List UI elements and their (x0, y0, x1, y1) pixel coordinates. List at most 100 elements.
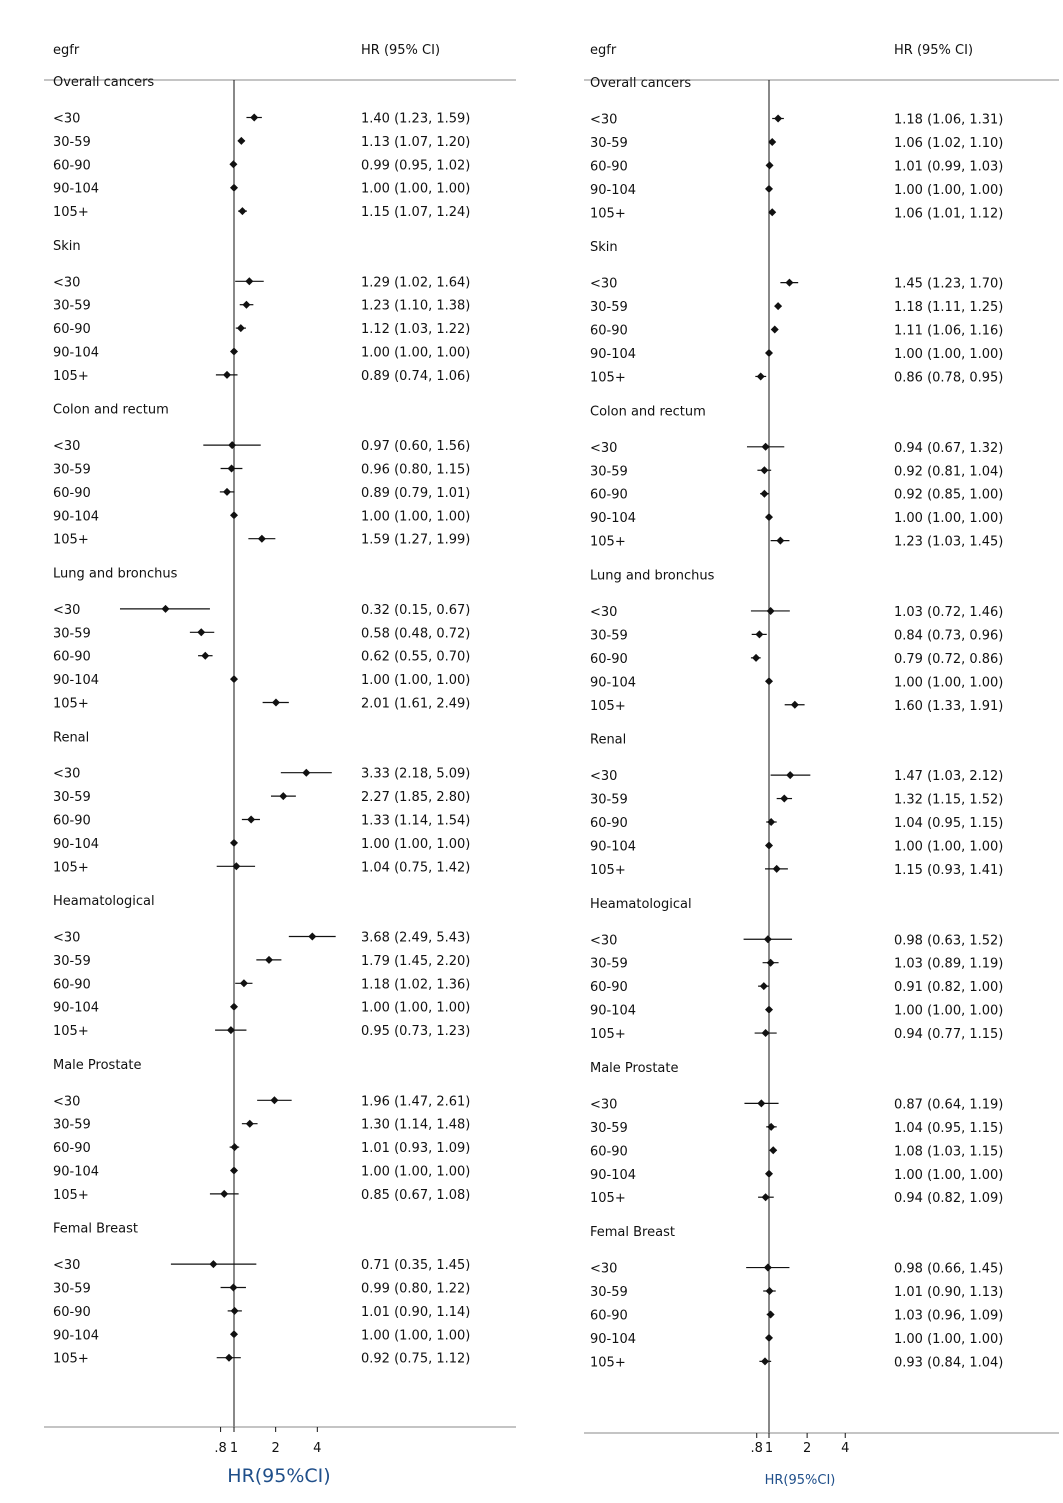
row-label: 60-90 (53, 1141, 91, 1156)
row-label: 30-59 (53, 1118, 91, 1133)
group-label-male-prostate: Male Prostate (53, 1058, 141, 1073)
point-estimate (765, 349, 773, 357)
row-hr-ci-text: 0.91 (0.82, 1.00) (894, 980, 1003, 995)
row-label: 90-104 (590, 347, 636, 362)
row-label: 90-104 (590, 675, 636, 690)
row-hr-ci-text: 1.01 (0.99, 1.03) (894, 159, 1003, 174)
point-estimate (766, 958, 775, 967)
row-hr-ci-text: 0.89 (0.79, 1.01) (361, 486, 470, 501)
row-hr-ci-text: 0.32 (0.15, 0.67) (361, 603, 470, 618)
point-estimate (197, 628, 206, 637)
row-hr-ci-text: 1.00 (1.00, 1.00) (894, 183, 1003, 198)
row-hr-ci-text: 0.93 (0.84, 1.04) (894, 1355, 1003, 1370)
row-label: <30 (53, 439, 80, 454)
row-label: 105+ (53, 369, 89, 384)
point-estimate (270, 1096, 279, 1105)
row-label: 105+ (53, 697, 89, 712)
row-hr-ci-text: 0.86 (0.78, 0.95) (894, 370, 1003, 385)
row-hr-ci-text: 1.00 (1.00, 1.00) (894, 347, 1003, 362)
row-label: 90-104 (590, 183, 636, 198)
row-label: 105+ (53, 1352, 89, 1367)
row-hr-ci-text: 1.03 (0.89, 1.19) (894, 957, 1003, 972)
x-tick-label: 2 (803, 1441, 811, 1456)
row-hr-ci-text: 1.00 (1.00, 1.00) (361, 673, 470, 688)
row-hr-ci-text: 1.23 (1.10, 1.38) (361, 299, 470, 314)
point-estimate (769, 1146, 778, 1155)
row-label: 90-104 (53, 509, 99, 524)
point-estimate (765, 1005, 773, 1014)
row-hr-ci-text: 2.27 (1.85, 2.80) (361, 790, 470, 805)
row-hr-ci-text: 1.00 (1.00, 1.00) (361, 509, 470, 524)
group-label-lung-and-bronchus: Lung and bronchus (53, 567, 178, 582)
row-hr-ci-text: 1.00 (1.00, 1.00) (894, 675, 1003, 690)
point-estimate (765, 1333, 773, 1342)
row-label: 90-104 (53, 673, 99, 688)
row-hr-ci-text: 0.85 (0.67, 1.08) (361, 1188, 470, 1203)
point-estimate (236, 324, 245, 333)
point-estimate (237, 136, 246, 145)
row-label: 90-104 (53, 1001, 99, 1016)
forest-plot-right-svg: egfr HR (95% CI) Overall cancers <30 1.18 (1… (584, 43, 1059, 1488)
point-estimate (230, 1002, 238, 1011)
row-label: <30 (590, 441, 617, 456)
row-hr-ci-text: 0.96 (0.80, 1.15) (361, 463, 470, 478)
x-tick-label: 1 (765, 1441, 773, 1456)
row-hr-ci-text: 0.87 (0.64, 1.19) (894, 1097, 1003, 1112)
row-hr-ci-text: 1.00 (1.00, 1.00) (894, 1168, 1003, 1183)
row-label: <30 (53, 275, 80, 290)
row-hr-ci-text: 1.06 (1.02, 1.10) (894, 136, 1003, 151)
row-label: 90-104 (53, 837, 99, 852)
row-label: 90-104 (53, 1328, 99, 1343)
point-estimate (308, 932, 317, 941)
row-label: 90-104 (590, 1168, 636, 1183)
row-hr-ci-text: 1.00 (1.00, 1.00) (894, 839, 1003, 854)
point-estimate (761, 1029, 770, 1038)
point-estimate (239, 979, 248, 988)
row-label: 90-104 (590, 1004, 636, 1019)
row-label: 30-59 (590, 464, 628, 479)
row-label: <30 (53, 931, 80, 946)
row-label: <30 (590, 277, 617, 292)
point-estimate (209, 1260, 218, 1269)
row-label: 90-104 (53, 182, 99, 197)
row-label: 30-59 (53, 463, 91, 478)
row-hr-ci-text: 1.00 (1.00, 1.00) (361, 1165, 470, 1180)
row-label: 105+ (590, 535, 626, 550)
point-estimate (220, 1189, 229, 1198)
row-label: 90-104 (590, 511, 636, 526)
row-hr-ci-text: 1.00 (1.00, 1.00) (361, 1328, 470, 1343)
row-hr-ci-text: 1.59 (1.27, 1.99) (361, 533, 470, 548)
point-estimate (765, 513, 773, 522)
group-label-lung-and-bronchus: Lung and bronchus (590, 569, 715, 584)
row-hr-ci-text: 0.98 (0.66, 1.45) (894, 1262, 1003, 1277)
row-hr-ci-text: 1.79 (1.45, 2.20) (361, 954, 470, 969)
row-label: <30 (590, 1097, 617, 1112)
row-label: 90-104 (53, 346, 99, 361)
point-estimate (774, 302, 783, 311)
row-label: <30 (53, 1094, 80, 1109)
point-estimate (230, 1143, 239, 1152)
point-estimate (245, 277, 254, 286)
point-estimate (201, 651, 210, 660)
header-egfr: egfr (590, 43, 617, 58)
row-hr-ci-text: 0.89 (0.74, 1.06) (361, 369, 470, 384)
point-estimate (776, 536, 785, 545)
row-hr-ci-text: 1.33 (1.14, 1.54) (361, 814, 470, 829)
row-hr-ci-text: 0.62 (0.55, 0.70) (361, 650, 470, 665)
point-estimate (768, 208, 777, 217)
point-estimate (229, 1283, 238, 1292)
row-label: 60-90 (53, 814, 91, 829)
point-estimate (761, 1357, 770, 1366)
row-hr-ci-text: 1.15 (1.07, 1.24) (361, 205, 470, 220)
point-estimate (226, 1026, 235, 1035)
point-estimate (760, 466, 769, 475)
forest-plot-left-svg: egfr HR (95% CI) Overall cancers <30 1.40 (1… (44, 43, 516, 1487)
row-hr-ci-text: 0.92 (0.75, 1.12) (361, 1352, 470, 1367)
row-label: 60-90 (53, 977, 91, 992)
group-label-heamatological: Heamatological (590, 897, 692, 912)
row-label: 60-90 (590, 1144, 628, 1159)
point-estimate (230, 675, 238, 684)
x-tick-label: 4 (841, 1441, 849, 1456)
point-estimate (230, 1330, 238, 1339)
row-hr-ci-text: 3.68 (2.49, 5.43) (361, 931, 470, 946)
